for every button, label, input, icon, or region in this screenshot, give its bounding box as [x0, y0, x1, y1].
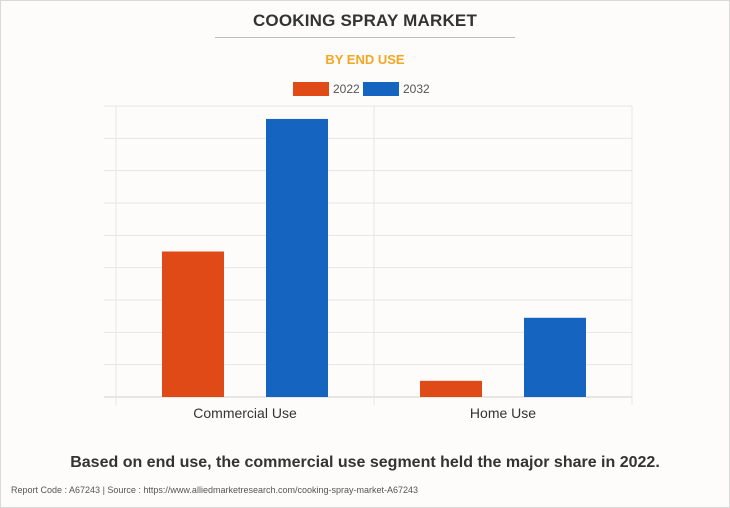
- bar-2032-commercial-use: [266, 118, 328, 397]
- legend-swatch-2022: [293, 82, 329, 96]
- report-footer: Report Code : A67243 | Source : https://…: [11, 485, 419, 495]
- legend-swatch-2032: [363, 82, 399, 96]
- legend-item-2022: 2022: [293, 80, 360, 98]
- x-axis-labels: Commercial Use Home Use: [193, 405, 536, 421]
- bar-2022-home-use: [420, 380, 482, 397]
- legend: 2022 2032: [0, 80, 730, 98]
- bar-chart: Commercial Use Home Use: [104, 105, 633, 421]
- x-tick-label: Home Use: [470, 405, 536, 421]
- bar-2032-home-use: [524, 317, 586, 397]
- legend-label-2022: 2022: [333, 82, 360, 96]
- bars: [162, 118, 586, 397]
- chart-subtitle: BY END USE: [325, 52, 405, 67]
- chart-caption: Based on end use, the commercial use seg…: [70, 454, 660, 471]
- legend-label-2032: 2032: [403, 82, 430, 96]
- legend-item-2032: 2032: [363, 80, 430, 98]
- bar-2022-commercial-use: [162, 251, 224, 397]
- title-divider: [215, 37, 515, 38]
- chart-title: COOKING SPRAY MARKET: [252, 11, 478, 30]
- x-tick-label: Commercial Use: [193, 405, 297, 421]
